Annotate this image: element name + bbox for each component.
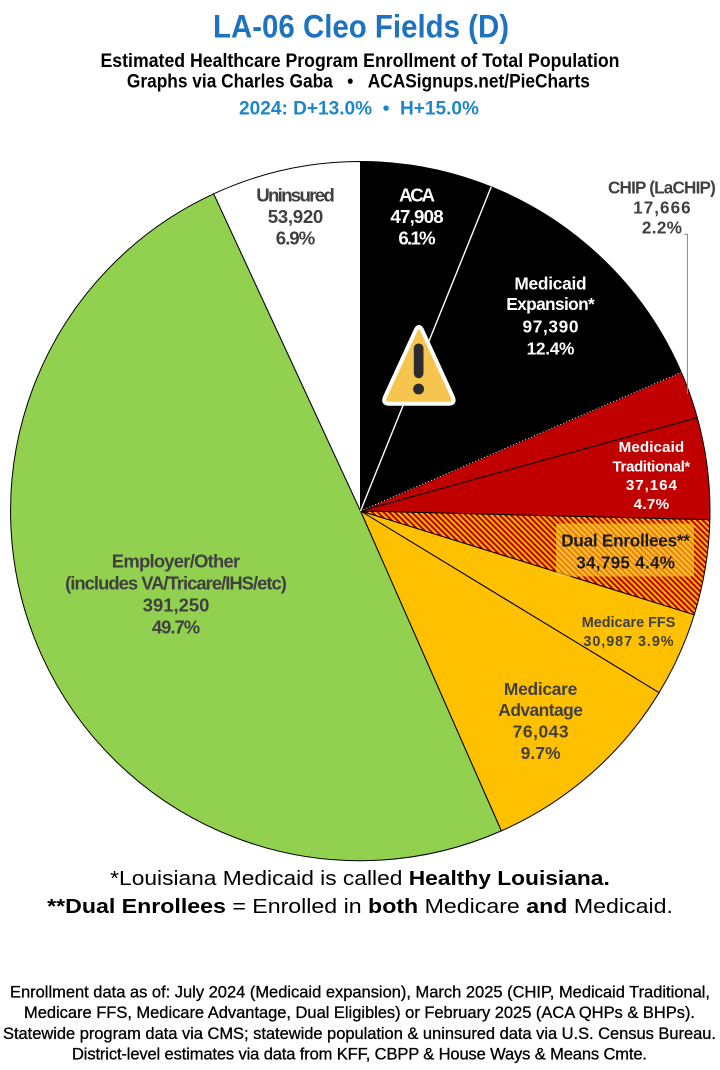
svg-text:Medicaid: Medicaid	[514, 274, 586, 294]
svg-text:53,920: 53,920	[268, 206, 324, 227]
svg-text:12.4%: 12.4%	[527, 339, 575, 359]
svg-text:6.1%: 6.1%	[398, 228, 436, 249]
svg-text:76,043: 76,043	[513, 721, 569, 741]
svg-text:Employer/Other: Employer/Other	[112, 551, 240, 572]
svg-text:Expansion*: Expansion*	[506, 294, 595, 314]
svg-text:**Dual Enrollees = Enrolled in: **Dual Enrollees = Enrolled in both Medi…	[47, 895, 673, 918]
svg-text:34,795 4.4%: 34,795 4.4%	[576, 553, 675, 572]
svg-text:Traditional*: Traditional*	[613, 459, 691, 476]
svg-text:Medicare FFS: Medicare FFS	[582, 615, 676, 631]
svg-text:Dual Enrollees**: Dual Enrollees**	[561, 531, 690, 550]
svg-text:Estimated Healthcare Program E: Estimated Healthcare Program Enrollment …	[101, 51, 620, 72]
svg-text:Advantage: Advantage	[498, 700, 583, 720]
svg-text:97,390: 97,390	[523, 316, 579, 336]
svg-text:391,250: 391,250	[143, 595, 210, 616]
svg-text:2.2%: 2.2%	[642, 218, 682, 237]
svg-text:Medicare: Medicare	[504, 679, 578, 699]
svg-text:Medicaid: Medicaid	[619, 439, 685, 456]
svg-text:Uninsured: Uninsured	[256, 184, 335, 205]
svg-text:4.7%: 4.7%	[634, 496, 670, 513]
svg-text:37,164: 37,164	[626, 477, 678, 494]
svg-text:49.7%: 49.7%	[152, 616, 200, 637]
svg-text:47,908: 47,908	[390, 206, 443, 227]
svg-text:LA-06 Cleo Fields (D): LA-06 Cleo Fields (D)	[213, 8, 509, 44]
svg-text:(includes VA/Tricare/IHS/etc): (includes VA/Tricare/IHS/etc)	[65, 572, 287, 593]
svg-text:CHIP (LaCHIP): CHIP (LaCHIP)	[608, 178, 716, 197]
svg-text:District-level estimates via d: District-level estimates via data from K…	[72, 1045, 647, 1063]
svg-text:17,666: 17,666	[633, 198, 691, 217]
svg-text:*Louisiana Medicaid is called: *Louisiana Medicaid is called Healthy Lo…	[110, 867, 610, 890]
svg-text:9.7%: 9.7%	[521, 743, 561, 763]
svg-text:Enrollment data as of: July 20: Enrollment data as of: July 2024 (Medica…	[10, 984, 710, 1002]
svg-text:Statewide program data via CMS: Statewide program data via CMS; statewid…	[3, 1025, 716, 1043]
svg-text:Graphs via Charles Gaba •: Graphs via Charles Gaba • ACASignups.net…	[127, 71, 590, 92]
svg-text:ACA: ACA	[399, 184, 435, 205]
svg-text:6.9%: 6.9%	[276, 228, 316, 249]
svg-text:30,987 3.9%: 30,987 3.9%	[583, 634, 673, 650]
svg-text:Medicare FFS, Medicare Advanta: Medicare FFS, Medicare Advantage, Dual E…	[24, 1004, 695, 1022]
svg-text:2024: D+13.0% • H+15.0%: 2024: D+13.0% • H+15.0%	[239, 98, 479, 119]
